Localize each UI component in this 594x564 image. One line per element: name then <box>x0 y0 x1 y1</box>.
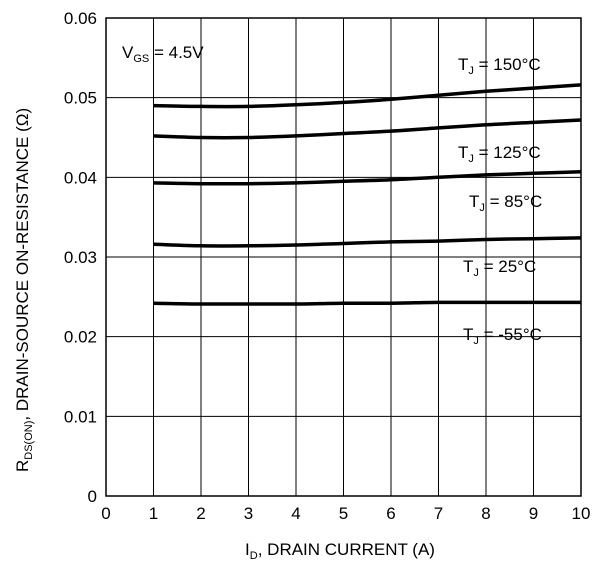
x-tick-label: 0 <box>101 504 110 523</box>
x-tick-label: 2 <box>196 504 205 523</box>
y-tick-label: 0.06 <box>64 9 97 28</box>
x-tick-label: 4 <box>291 504 300 523</box>
series-label-1: TJ = 150°C <box>458 55 541 77</box>
series-label-2: TJ = 125°C <box>458 143 541 165</box>
y-tick-label: 0.01 <box>64 407 97 426</box>
x-tick-label: 6 <box>386 504 395 523</box>
y-tick-label: 0 <box>88 487 97 506</box>
y-tick-label: 0.02 <box>64 328 97 347</box>
y-axis-title: RDS(ON), DRAIN-SOURCE ON-RESISTANCE (Ω) <box>13 108 35 472</box>
y-tick-label: 0.05 <box>64 89 97 108</box>
x-tick-label: 10 <box>572 504 591 523</box>
x-tick-label: 3 <box>244 504 253 523</box>
x-axis-title: ID, DRAIN CURRENT (A) <box>245 540 435 562</box>
series-line-4 <box>153 236 582 248</box>
y-tick-label: 0.03 <box>64 248 97 267</box>
curve-labels: TJ = 150°C TJ = 125°C TJ = 85°C TJ = 25°C TJ… <box>458 55 542 347</box>
series-label-3: TJ = 85°C <box>469 192 542 214</box>
x-tick-label: 7 <box>434 504 443 523</box>
y-tick-labels: 0 0.01 0.02 0.03 0.04 0.05 0.06 <box>64 9 97 506</box>
condition-label: VGS = 4.5V <box>122 43 204 65</box>
x-tick-label: 8 <box>481 504 490 523</box>
x-tick-labels: 0 1 2 3 4 5 6 7 8 9 10 <box>101 504 590 523</box>
series-label-5: TJ = -55°C <box>463 325 542 347</box>
series-line-2 <box>153 118 582 140</box>
series-label-4: TJ = 25°C <box>463 257 536 279</box>
y-tick-label: 0.04 <box>64 168 97 187</box>
x-tick-label: 1 <box>149 504 158 523</box>
series-line-3 <box>153 170 582 186</box>
curves <box>153 83 582 306</box>
series-line-1 <box>153 83 582 109</box>
series-line-5 <box>153 300 581 306</box>
plot-frame <box>105 17 582 497</box>
x-tick-label: 5 <box>339 504 348 523</box>
x-tick-label: 9 <box>529 504 538 523</box>
